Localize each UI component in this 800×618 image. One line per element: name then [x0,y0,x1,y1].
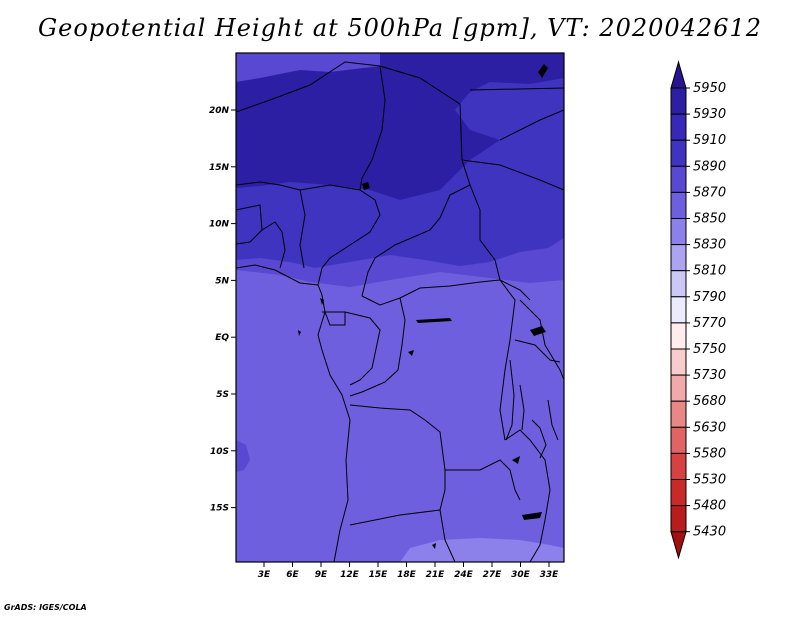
colorbar-swatch [670,505,687,533]
grads-credit: GrADS: IGES/COLA [4,603,87,612]
colorbar-label: 5890 [693,159,726,174]
map-frame [235,52,565,563]
colorbar-swatch [670,426,687,454]
field-5870-north [236,53,380,82]
longitude-axis: 3E 6E 9E 12E 15E 18E 21E 24E 27E 30E 33E [258,562,559,580]
colorbar-label: 5910 [693,133,726,148]
lon-label: 6E [286,570,299,580]
lat-label: EQ [215,333,229,343]
colorbar-label: 5790 [693,290,726,305]
colorbar-top-arrow [670,60,687,89]
lat-label: 5S [216,390,229,400]
colorbar-label: 5530 [693,473,726,488]
colorbar-swatch [670,400,687,428]
colorbar-swatch [670,113,687,141]
colorbar-swatch [670,165,687,193]
colorbar: 5950 5930 5910 5890 5870 5850 5830 5810 5790 5770… [670,60,726,560]
colorbar-label: 5480 [693,499,726,514]
colorbar-bottom-arrow [670,531,687,560]
colorbar-label: 5430 [693,525,726,540]
colorbar-swatch [670,244,687,272]
coast-details [298,64,548,549]
field-5910 [236,53,564,200]
colorbar-swatch [670,87,687,115]
colorbar-label: 5770 [693,316,726,331]
colorbar-swatch [670,191,687,219]
lat-label: 5N [215,276,229,286]
country-borders [236,61,564,562]
colorbar-swatch [670,348,687,376]
lat-label: 10S [210,447,229,457]
colorbar-label: 5930 [693,107,726,122]
colorbar-label: 5850 [693,212,726,227]
colorbar-swatch [670,218,687,246]
field-5830-south [400,538,564,562]
latitude-axis: 20N 15N 10N 5N EQ 5S 10S 15S [209,106,236,514]
colorbar-label: 5750 [693,342,726,357]
lat-label: 10N [209,220,230,230]
lat-label: 15S [210,504,229,514]
lat-label: 15N [209,163,230,173]
colorbar-label: 5830 [693,238,726,253]
height-field [236,53,564,562]
colorbar-swatch [670,479,687,507]
lon-label: 12E [340,570,360,580]
lon-label: 18E [397,570,417,580]
lon-label: 15E [369,570,389,580]
colorbar-swatch [670,296,687,324]
colorbar-label: 5630 [693,420,726,435]
field-5870-west [236,440,250,472]
map-title: Geopotential Height at 500hPa [gpm], VT:… [38,14,762,42]
lon-label: 24E [454,570,474,580]
lon-label: 3E [258,570,271,580]
colorbar-label: 5680 [693,394,726,409]
colorbar-swatch [670,322,687,350]
lon-label: 33E [540,570,560,580]
colorbar-label: 5950 [693,81,726,96]
colorbar-swatch [670,452,687,480]
lon-label: 21E [426,570,446,580]
colorbar-label: 5730 [693,368,726,383]
colorbar-label: 5870 [693,185,726,200]
colorbar-swatch [670,374,687,402]
lon-label: 9E [315,570,328,580]
colorbar-swatch [670,139,687,167]
lat-label: 20N [209,106,230,116]
lon-label: 27E [483,570,503,580]
colorbar-label: 5580 [693,446,726,461]
colorbar-label: 5810 [693,264,726,279]
colorbar-swatch [670,270,687,298]
lon-label: 30E [511,570,531,580]
